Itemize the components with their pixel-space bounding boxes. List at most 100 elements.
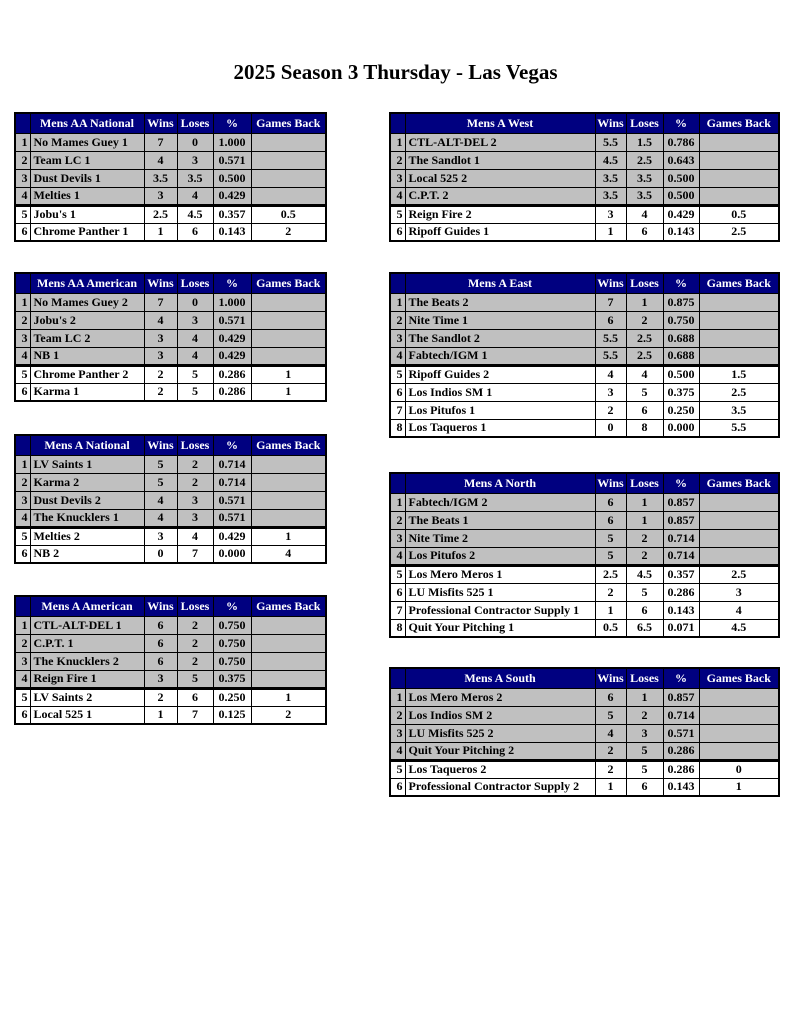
- team-row: 6 NB 2 0 7 0.000 4: [14, 544, 327, 564]
- loses-cell: 4.5: [176, 203, 214, 224]
- rank-cell: 1: [389, 492, 406, 512]
- games-back-cell: [250, 310, 327, 330]
- rank-cell: 5: [14, 203, 31, 224]
- loses-cell: 6: [625, 222, 664, 242]
- team-name-cell: The Sandlot 2: [404, 328, 596, 348]
- wins-cell: 6: [594, 310, 627, 330]
- wins-cell: 5: [594, 705, 627, 725]
- pct-cell: 0.143: [662, 600, 700, 620]
- wins-cell: 0.5: [594, 618, 627, 638]
- games-back-cell: [250, 150, 327, 170]
- league-table: Mens A American Wins Loses% Games Back 1 CTL-…: [14, 595, 327, 725]
- division-name-header: Mens AA National: [29, 112, 145, 134]
- standings-table-mens-a-national: Mens A National Wins Loses% Games Back 1 LV S…: [14, 434, 327, 564]
- team-name-cell: LV Saints 1: [29, 454, 145, 474]
- wins-cell: 3: [143, 525, 178, 546]
- wins-cell: 3: [594, 203, 627, 224]
- team-name-cell: Reign Fire 2: [404, 203, 596, 224]
- rank-cell: 2: [389, 150, 406, 170]
- loses-cell: 0: [176, 292, 214, 312]
- pct-cell: 0.500: [662, 186, 700, 206]
- loses-cell: 4: [176, 525, 214, 546]
- team-name-cell: Reign Fire 1: [29, 669, 145, 689]
- team-row: 3 Team LC 2 3 4 0.429: [14, 328, 327, 348]
- rank-cell: 2: [14, 472, 31, 492]
- team-name-cell: C.P.T. 1: [29, 633, 145, 653]
- games-back-cell: [698, 510, 780, 530]
- division-name-header: Mens A East: [404, 272, 596, 294]
- wins-cell: 3.5: [594, 186, 627, 206]
- pct-cell: 0.688: [662, 346, 700, 366]
- loses-cell: 6: [625, 600, 664, 620]
- rank-cell: 8: [389, 618, 406, 638]
- loses-cell: 5: [176, 363, 214, 384]
- team-row: 5 Melties 2 3 4 0.429 1: [14, 525, 327, 546]
- team-name-cell: Los Pitufos 2: [404, 546, 596, 566]
- rank-cell: 3: [14, 168, 31, 188]
- games-back-cell: 1: [698, 777, 780, 797]
- wins-cell: 5.5: [594, 346, 627, 366]
- team-name-cell: No Mames Guey 2: [29, 292, 145, 312]
- wins-header: Wins: [594, 272, 627, 294]
- games-back-cell: [250, 346, 327, 366]
- games-back-cell: 1: [250, 525, 327, 546]
- pct-cell: 0.857: [662, 687, 700, 707]
- loses-cell: 5: [625, 582, 664, 602]
- loses-cell: 1.5: [625, 132, 664, 152]
- rank-cell: 5: [14, 686, 31, 707]
- page-title: 2025 Season 3 Thursday - Las Vegas: [233, 60, 558, 84]
- games-back-cell: 0.5: [250, 203, 327, 224]
- team-row: 2 The Sandlot 1 4.5 2.5 0.643: [389, 150, 780, 170]
- rank-cell: 4: [14, 508, 31, 528]
- games-back-cell: 5.5: [698, 418, 780, 438]
- rank-cell: 1: [14, 615, 31, 635]
- rank-cell: 4: [389, 186, 406, 206]
- loses-cell: 4: [625, 203, 664, 224]
- team-row: 3 Local 525 2 3.5 3.5 0.500: [389, 168, 780, 188]
- games-back-header: Games Back: [250, 272, 327, 294]
- games-back-cell: 3.5: [698, 400, 780, 420]
- loses-cell: 4: [176, 328, 214, 348]
- rank-cell: 3: [14, 328, 31, 348]
- team-name-cell: Los Indios SM 1: [404, 382, 596, 402]
- rank-cell: 3: [14, 651, 31, 671]
- loses-cell: 5: [625, 741, 664, 761]
- team-name-cell: Melties 1: [29, 186, 145, 206]
- pct-cell: 0.429: [212, 525, 252, 546]
- games-back-cell: 2.5: [698, 222, 780, 242]
- rank-cell: 1: [14, 132, 31, 152]
- rank-cell: 5: [389, 203, 406, 224]
- team-name-cell: The Knucklers 1: [29, 508, 145, 528]
- team-row: 4 Quit Your Pitching 2 2 5 0.286: [389, 741, 780, 761]
- rank-cell: 5: [389, 363, 406, 384]
- loses-cell: 6.5: [625, 618, 664, 638]
- team-name-cell: NB 2: [29, 544, 145, 564]
- games-back-cell: 0.5: [698, 203, 780, 224]
- team-name-cell: The Knucklers 2: [29, 651, 145, 671]
- team-name-cell: Dust Devils 1: [29, 168, 145, 188]
- games-back-cell: [250, 490, 327, 510]
- team-row: 2 Jobu's 2 4 3 0.571: [14, 310, 327, 330]
- pct-cell: 0.143: [212, 222, 252, 242]
- rank-cell: 2: [389, 705, 406, 725]
- wins-cell: 2: [594, 400, 627, 420]
- team-name-cell: Dust Devils 2: [29, 490, 145, 510]
- team-row: 5 Los Taqueros 2 2 5 0.286 0: [389, 758, 780, 779]
- loses-cell: 3: [176, 150, 214, 170]
- team-row: 3 Dust Devils 2 4 3 0.571: [14, 490, 327, 510]
- rank-cell: 1: [14, 292, 31, 312]
- games-back-cell: [698, 546, 780, 566]
- standings-table-mens-a-american: Mens A American Wins Loses% Games Back 1 CTL-…: [14, 595, 327, 725]
- wins-cell: 4: [143, 150, 178, 170]
- team-row: 1 No Mames Guey 2 7 0 1.000: [14, 292, 327, 312]
- team-row: 3 Nite Time 2 5 2 0.714: [389, 528, 780, 548]
- rank-cell: 4: [389, 741, 406, 761]
- team-row: 4 Los Pitufos 2 5 2 0.714: [389, 546, 780, 566]
- team-name-cell: Fabtech/IGM 2: [404, 492, 596, 512]
- loses-cell: 3: [176, 508, 214, 528]
- wins-header: Wins: [143, 434, 178, 456]
- team-row: 2 C.P.T. 1 6 2 0.750: [14, 633, 327, 653]
- loses-cell: 4: [176, 186, 214, 206]
- loses-cell: 2.5: [625, 150, 664, 170]
- team-name-cell: Professional Contractor Supply 2: [404, 777, 596, 797]
